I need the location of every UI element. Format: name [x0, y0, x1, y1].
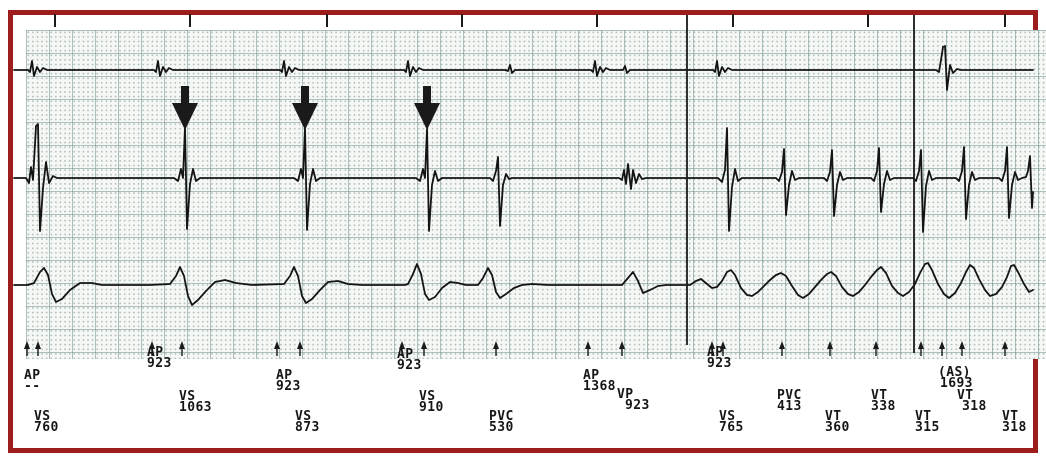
marker-label: VT [915, 409, 932, 424]
marker-interval-value: 1063 [179, 399, 212, 415]
marker-annotation: (AS) 1693 [938, 365, 973, 391]
marker-label: VT [871, 388, 888, 403]
marker-label: PVC [777, 388, 802, 403]
marker-label: AP [147, 345, 164, 360]
marker-annotation: VT 338 [871, 388, 896, 414]
marker-annotation: VT 360 [825, 409, 850, 435]
marker-label: AP [583, 368, 600, 383]
marker-label: AP [397, 347, 414, 362]
marker-interval-value: 923 [147, 355, 172, 371]
marker-label: VS [419, 389, 436, 404]
marker-interval-value: 318 [1002, 419, 1027, 435]
marker-label: VT [957, 388, 974, 403]
marker-label: VS [34, 409, 51, 424]
marker-interval-value: 338 [871, 398, 896, 414]
marker-annotation: VT 318 [1002, 409, 1027, 435]
marker-annotation: VT 315 [915, 409, 940, 435]
marker-interval-value: -- [24, 378, 41, 394]
marker-label: AP [707, 345, 724, 360]
marker-label: PVC [489, 409, 514, 424]
marker-interval-value: 923 [625, 397, 650, 413]
marker-label: VS [719, 409, 736, 424]
marker-label: VT [825, 409, 842, 424]
marker-interval-value: 1368 [583, 378, 616, 394]
marker-annotation: AP 923 [707, 345, 732, 371]
marker-interval-value: 923 [397, 357, 422, 373]
marker-annotation: VT 318 [957, 388, 987, 414]
marker-annotation: AP -- [24, 368, 41, 394]
marker-interval-value: 910 [419, 399, 444, 415]
marker-interval-value: 315 [915, 419, 940, 435]
marker-annotation: AP 1368 [583, 368, 616, 394]
marker-annotation: VS 765 [719, 409, 744, 435]
marker-annotation: PVC 530 [489, 409, 514, 435]
marker-interval-value: 360 [825, 419, 850, 435]
marker-interval-value: 923 [707, 355, 732, 371]
marker-label: (AS) [938, 365, 971, 380]
marker-annotation: PVC 413 [777, 388, 802, 414]
marker-annotation: AP 923 [397, 347, 422, 373]
marker-label: AP [24, 368, 41, 383]
marker-label: VP [617, 387, 634, 402]
marker-annotation: AP 923 [276, 368, 301, 394]
marker-label: VS [295, 409, 312, 424]
marker-interval-value: 765 [719, 419, 744, 435]
marker-annotation: VP 923 [617, 387, 650, 413]
marker-interval-value: 873 [295, 419, 320, 435]
marker-interval-value: 413 [777, 398, 802, 414]
marker-interval-value: 318 [962, 398, 987, 414]
marker-annotation: VS 760 [34, 409, 59, 435]
marker-interval-value: 1693 [940, 375, 973, 391]
marker-interval-value: 530 [489, 419, 514, 435]
marker-annotation: VS 873 [295, 409, 320, 435]
marker-label: AP [276, 368, 293, 383]
marker-interval-value: 760 [34, 419, 59, 435]
marker-annotation: VS 910 [419, 389, 444, 415]
marker-label: VS [179, 389, 196, 404]
marker-annotation: VS 1063 [179, 389, 212, 415]
marker-label: VT [1002, 409, 1019, 424]
marker-interval-value: 923 [276, 378, 301, 394]
marker-annotation: AP 923 [147, 345, 172, 371]
